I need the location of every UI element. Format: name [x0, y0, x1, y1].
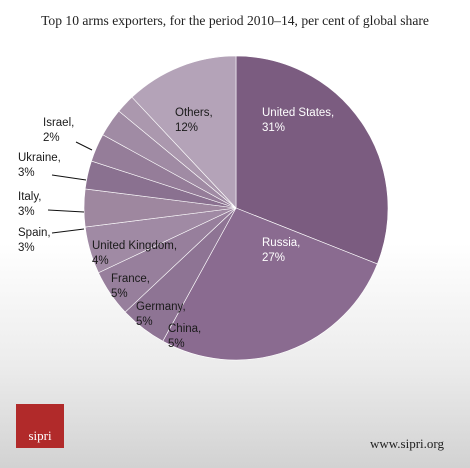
- value-germany: 5%: [136, 316, 153, 328]
- value-israel: 2%: [43, 132, 60, 144]
- value-united-states: 31%: [262, 122, 285, 134]
- label-ukraine: Ukraine,: [18, 152, 61, 164]
- pie-slice-russia: [162, 207, 378, 361]
- chart-title: Top 10 arms exporters, for the period 20…: [41, 13, 429, 28]
- pie-slice-united-states: [235, 55, 389, 265]
- leader-line-israel: [75, 141, 93, 151]
- value-italy: 3%: [18, 206, 35, 218]
- value-china: 5%: [168, 338, 185, 350]
- label-united-states: United States,: [262, 107, 334, 119]
- label-spain: Spain,: [18, 227, 51, 239]
- leader-line-ukraine: [51, 174, 87, 181]
- pie-slice-others: [131, 55, 237, 209]
- value-france: 5%: [111, 288, 128, 300]
- label-france: France,: [111, 273, 150, 285]
- leader-line-spain: [51, 228, 85, 234]
- value-spain: 3%: [18, 242, 35, 254]
- site-url: www.sipri.org: [369, 436, 444, 451]
- label-germany: Germany,: [136, 301, 186, 313]
- value-united-kingdom: 4%: [92, 255, 109, 267]
- label-italy: Italy,: [18, 191, 41, 203]
- label-china: China,: [168, 323, 201, 335]
- label-israel: Israel,: [43, 117, 74, 129]
- sipri-logo: sipri: [16, 404, 64, 448]
- label-united-kingdom: United Kingdom,: [92, 240, 177, 252]
- value-ukraine: 3%: [18, 167, 35, 179]
- label-others: Others,: [175, 107, 213, 119]
- value-russia: 27%: [262, 252, 285, 264]
- leader-line-italy: [47, 209, 85, 213]
- value-others: 12%: [175, 122, 198, 134]
- label-russia: Russia,: [262, 237, 300, 249]
